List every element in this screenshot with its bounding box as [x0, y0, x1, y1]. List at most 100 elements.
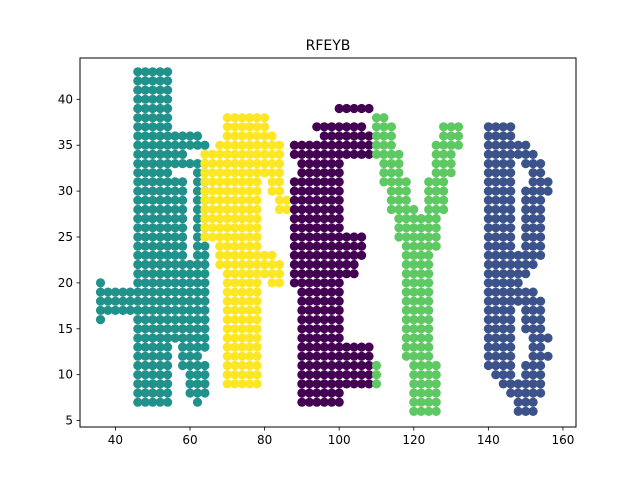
scatter-point-r	[178, 360, 188, 371]
scatter-point-y	[431, 195, 441, 205]
scatter-point-f	[245, 140, 255, 150]
scatter-point-f	[245, 351, 255, 361]
scatter-point-r	[155, 370, 165, 380]
scatter-point-y	[416, 296, 426, 306]
scatter-point-e	[334, 149, 344, 159]
scatter-point-r	[185, 131, 195, 141]
scatter-point-r	[163, 149, 173, 159]
scatter-point-e	[297, 259, 307, 270]
scatter-point-e	[319, 195, 329, 205]
scatter-point-r	[133, 131, 143, 141]
scatter-point-e	[304, 269, 314, 279]
scatter-point-f	[237, 315, 247, 325]
scatter-point-b	[498, 296, 508, 306]
scatter-point-y	[431, 223, 441, 233]
scatter-point-b	[536, 241, 546, 251]
scatter-point-b	[491, 204, 501, 215]
scatter-point-y	[409, 278, 419, 288]
scatter-point-e	[357, 149, 367, 159]
scatter-point-f	[237, 223, 247, 233]
scatter-point-e	[327, 269, 337, 279]
scatter-point-r	[133, 214, 143, 224]
scatter-point-r	[192, 204, 203, 215]
scatter-point-r	[178, 177, 188, 187]
scatter-point-b	[491, 250, 501, 260]
scatter-point-b	[528, 232, 538, 242]
scatter-point-e	[319, 269, 329, 279]
scatter-point-y	[409, 406, 419, 416]
scatter-point-e	[349, 122, 359, 132]
scatter-point-f	[267, 131, 277, 141]
scatter-point-f	[245, 370, 255, 380]
scatter-point-r	[133, 351, 143, 361]
scatter-point-e	[327, 259, 337, 270]
scatter-point-b	[498, 315, 508, 325]
scatter-point-r	[170, 278, 180, 288]
scatter-point-r	[133, 195, 143, 205]
scatter-point-y	[439, 195, 449, 205]
scatter-point-b	[536, 379, 546, 389]
scatter-point-y	[409, 360, 419, 371]
scatter-point-f	[282, 204, 292, 215]
scatter-point-e	[342, 259, 352, 270]
scatter-point-f	[230, 223, 240, 233]
scatter-point-b	[498, 241, 508, 251]
scatter-point-f	[245, 159, 255, 169]
scatter-point-r	[163, 370, 173, 380]
scatter-point-r	[155, 278, 165, 288]
scatter-point-y	[409, 315, 419, 325]
scatter-point-f	[237, 342, 247, 352]
scatter-point-b	[483, 287, 493, 297]
scatter-point-e	[319, 278, 329, 288]
scatter-point-y	[386, 159, 396, 169]
scatter-point-e	[357, 351, 367, 361]
scatter-point-f	[222, 250, 232, 260]
scatter-point-f	[215, 250, 225, 260]
scatter-point-f	[215, 223, 225, 233]
scatter-point-f	[200, 159, 210, 169]
scatter-point-r	[148, 140, 158, 150]
scatter-point-f	[245, 324, 255, 334]
scatter-point-y	[431, 149, 441, 159]
scatter-point-b	[521, 223, 531, 233]
scatter-point-e	[327, 324, 337, 334]
scatter-point-r	[200, 370, 210, 380]
scatter-point-y	[401, 305, 411, 315]
scatter-point-e	[342, 379, 352, 389]
scatter-point-e	[289, 241, 299, 251]
scatter-point-r	[140, 140, 150, 150]
scatter-point-y	[386, 149, 396, 159]
scatter-point-y	[424, 397, 434, 407]
scatter-point-r	[185, 370, 195, 380]
scatter-point-b	[506, 278, 516, 288]
scatter-point-y	[439, 140, 449, 150]
scatter-point-e	[349, 232, 359, 242]
scatter-point-b	[528, 177, 538, 187]
scatter-point-r	[155, 94, 165, 104]
scatter-point-f	[237, 324, 247, 334]
scatter-point-f	[252, 351, 262, 361]
scatter-point-e	[334, 241, 344, 251]
scatter-point-f	[252, 305, 262, 315]
scatter-point-f	[237, 122, 247, 132]
scatter-point-y	[386, 195, 396, 205]
y-tick-label: 15	[58, 322, 73, 336]
scatter-point-e	[334, 324, 344, 334]
scatter-point-b	[536, 168, 546, 178]
scatter-point-y	[439, 131, 449, 141]
scatter-point-f	[252, 223, 262, 233]
scatter-point-f	[215, 232, 225, 242]
scatter-point-r	[155, 296, 165, 306]
scatter-point-y	[401, 177, 411, 187]
scatter-point-f	[230, 287, 240, 297]
y-tick-label: 5	[65, 414, 73, 428]
scatter-point-e	[304, 250, 314, 260]
scatter-point-r	[133, 149, 143, 159]
scatter-point-f	[222, 113, 232, 123]
scatter-point-y	[371, 122, 382, 132]
scatter-point-e	[357, 370, 367, 380]
scatter-point-r	[148, 370, 158, 380]
scatter-point-r	[170, 149, 180, 159]
scatter-point-e	[289, 177, 299, 187]
scatter-point-b	[498, 250, 508, 260]
